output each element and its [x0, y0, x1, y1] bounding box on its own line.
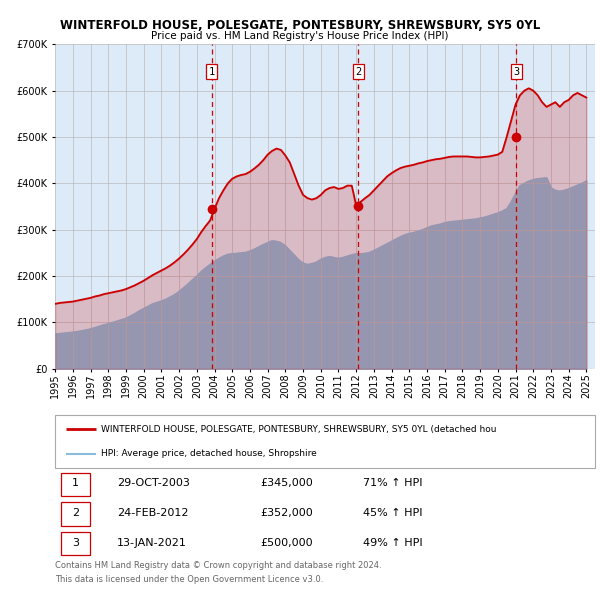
Text: £500,000: £500,000 — [260, 537, 313, 548]
Text: 3: 3 — [513, 67, 520, 77]
Text: Price paid vs. HM Land Registry's House Price Index (HPI): Price paid vs. HM Land Registry's House … — [151, 31, 449, 41]
Text: 45% ↑ HPI: 45% ↑ HPI — [363, 508, 422, 518]
Text: £345,000: £345,000 — [260, 478, 313, 489]
Text: 49% ↑ HPI: 49% ↑ HPI — [363, 537, 422, 548]
Text: 13-JAN-2021: 13-JAN-2021 — [118, 537, 187, 548]
Text: This data is licensed under the Open Government Licence v3.0.: This data is licensed under the Open Gov… — [55, 575, 323, 584]
Text: £352,000: £352,000 — [260, 508, 313, 518]
Text: 1: 1 — [72, 478, 79, 489]
Text: 29-OCT-2003: 29-OCT-2003 — [118, 478, 190, 489]
Text: WINTERFOLD HOUSE, POLESGATE, PONTESBURY, SHREWSBURY, SY5 0YL (detached hou: WINTERFOLD HOUSE, POLESGATE, PONTESBURY,… — [101, 425, 497, 434]
Text: HPI: Average price, detached house, Shropshire: HPI: Average price, detached house, Shro… — [101, 449, 317, 458]
Text: 1: 1 — [208, 67, 215, 77]
Text: 24-FEB-2012: 24-FEB-2012 — [118, 508, 189, 518]
FancyBboxPatch shape — [61, 532, 90, 555]
Text: WINTERFOLD HOUSE, POLESGATE, PONTESBURY, SHREWSBURY, SY5 0YL: WINTERFOLD HOUSE, POLESGATE, PONTESBURY,… — [60, 19, 540, 32]
Text: 2: 2 — [72, 508, 79, 518]
Text: 3: 3 — [72, 537, 79, 548]
Text: Contains HM Land Registry data © Crown copyright and database right 2024.: Contains HM Land Registry data © Crown c… — [55, 560, 382, 570]
FancyBboxPatch shape — [61, 502, 90, 526]
Text: 71% ↑ HPI: 71% ↑ HPI — [363, 478, 422, 489]
Text: 2: 2 — [355, 67, 362, 77]
FancyBboxPatch shape — [61, 473, 90, 496]
FancyBboxPatch shape — [55, 415, 595, 468]
